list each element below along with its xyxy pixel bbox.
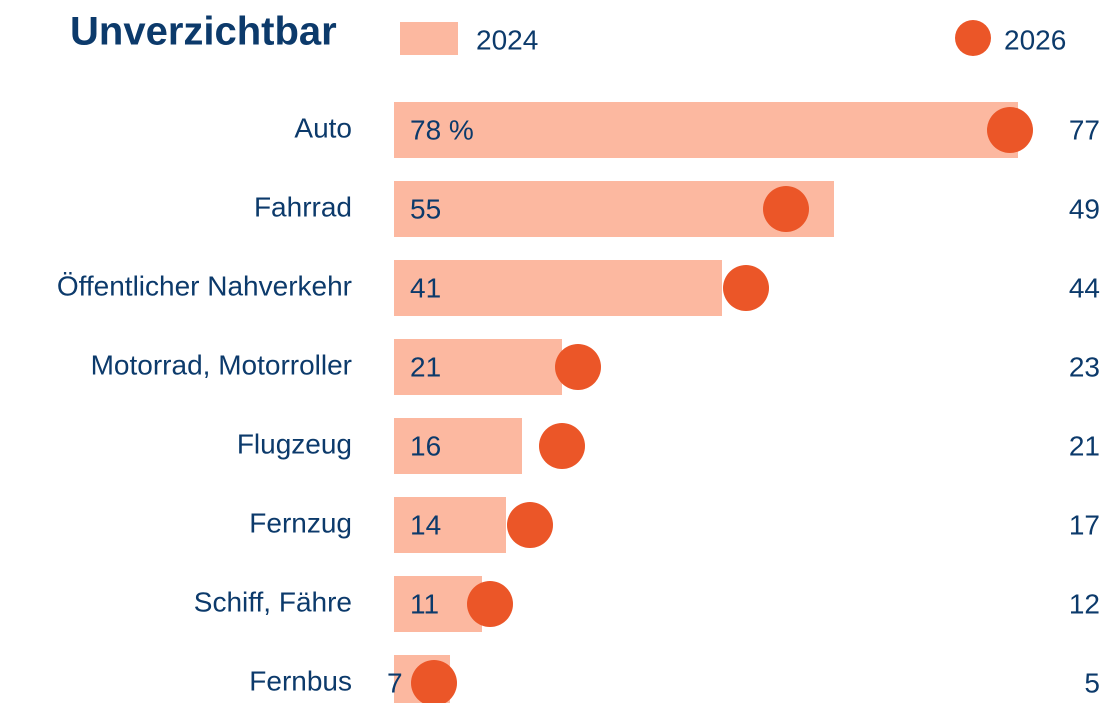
bar-value-label: 41: [410, 272, 441, 303]
dot: [507, 502, 553, 548]
bar: [394, 102, 1018, 158]
category-label: Fernzug: [249, 507, 352, 538]
legend-label: 2026: [1004, 24, 1066, 55]
dot-value-label: 44: [1069, 272, 1100, 303]
dot-value-label: 21: [1069, 430, 1100, 461]
category-label: Öffentlicher Nahverkehr: [57, 270, 352, 301]
dot-value-label: 77: [1069, 114, 1100, 145]
dot: [411, 660, 457, 703]
bar-value-label: 78 %: [410, 114, 474, 145]
legend-swatch: [955, 20, 991, 56]
dot-value-label: 5: [1084, 667, 1100, 698]
legend-swatch: [400, 22, 458, 55]
category-label: Flugzeug: [237, 428, 352, 459]
chart-title: Unverzichtbar: [70, 10, 337, 54]
bar-value-label: 14: [410, 509, 441, 540]
bar-value-label: 21: [410, 351, 441, 382]
bar: [394, 260, 722, 316]
dot-value-label: 49: [1069, 193, 1100, 224]
dot: [763, 186, 809, 232]
category-label: Fernbus: [249, 665, 352, 696]
bar: [394, 418, 522, 474]
bar-value-label: 11: [410, 588, 439, 619]
bar-value-label: 16: [410, 430, 441, 461]
dot: [539, 423, 585, 469]
category-label: Fahrrad: [254, 191, 352, 222]
category-label: Schiff, Fähre: [194, 586, 352, 617]
bar: [394, 497, 506, 553]
dot-value-label: 12: [1069, 588, 1100, 619]
bar: [394, 339, 562, 395]
category-label: Motorrad, Motorroller: [91, 349, 352, 380]
dot: [467, 581, 513, 627]
dot-value-label: 23: [1069, 351, 1100, 382]
dot: [723, 265, 769, 311]
dot-value-label: 17: [1069, 509, 1100, 540]
bar: [394, 181, 834, 237]
dot: [987, 107, 1033, 153]
bar-value-label: 7: [387, 667, 403, 698]
legend-label: 2024: [476, 24, 538, 55]
category-label: Auto: [294, 112, 352, 143]
dot: [555, 344, 601, 390]
bar-value-label: 55: [410, 193, 441, 224]
